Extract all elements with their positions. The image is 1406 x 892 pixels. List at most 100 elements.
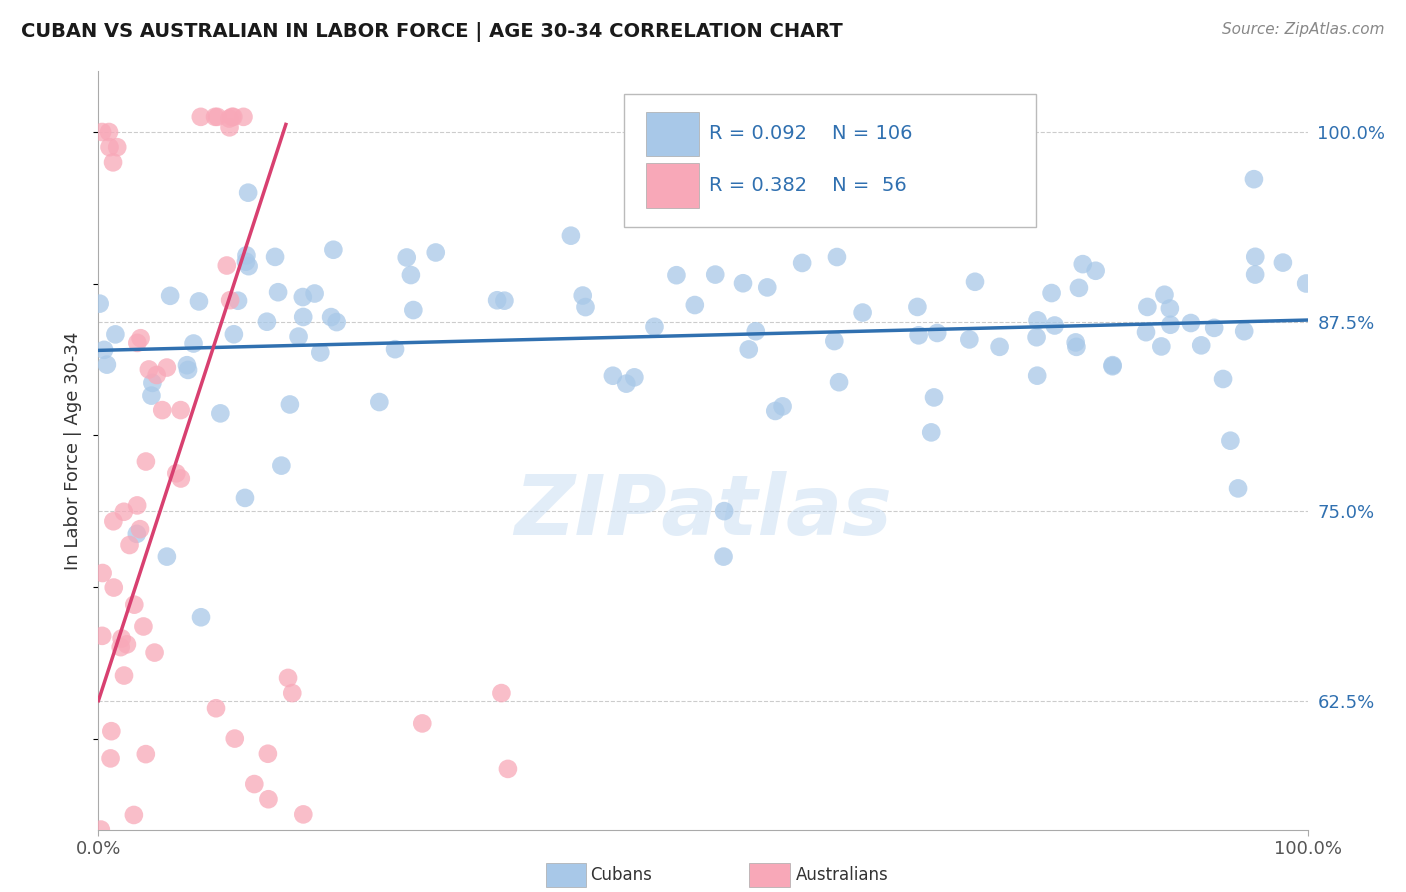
- Point: [98, 140, 121, 154]
- Point: [1271, 255, 1294, 269]
- Point: [713, 504, 735, 518]
- Point: [104, 327, 127, 342]
- Point: [281, 686, 304, 700]
- Point: [905, 300, 928, 314]
- Point: [256, 315, 278, 329]
- Point: [91, 566, 114, 580]
- Point: [190, 610, 212, 624]
- Point: [170, 403, 193, 417]
- Point: [1204, 321, 1226, 335]
- Point: [257, 747, 280, 761]
- Point: [1153, 287, 1175, 301]
- Point: [574, 300, 596, 314]
- Point: [823, 334, 845, 348]
- Point: [291, 290, 314, 304]
- Point: [1135, 325, 1157, 339]
- Point: [399, 268, 422, 282]
- Text: Source: ZipAtlas.com: Source: ZipAtlas.com: [1222, 22, 1385, 37]
- Point: [402, 303, 425, 318]
- Point: [257, 792, 280, 806]
- Point: [304, 286, 326, 301]
- Point: [1227, 482, 1250, 496]
- Point: [292, 310, 315, 324]
- Point: [491, 686, 513, 700]
- Point: [1219, 434, 1241, 448]
- Point: [238, 259, 260, 273]
- Point: [226, 293, 249, 308]
- Point: [957, 333, 980, 347]
- Point: [738, 343, 761, 357]
- Point: [1071, 257, 1094, 271]
- Point: [1243, 172, 1265, 186]
- Point: [267, 285, 290, 300]
- Point: [264, 250, 287, 264]
- Point: [560, 228, 582, 243]
- Point: [111, 632, 134, 646]
- Text: R = 0.382    N =  56: R = 0.382 N = 56: [709, 177, 907, 195]
- Point: [1244, 268, 1267, 282]
- Point: [1064, 335, 1087, 350]
- Point: [159, 289, 181, 303]
- Point: [224, 731, 246, 746]
- Point: [112, 505, 135, 519]
- Point: [384, 342, 406, 356]
- Point: [1136, 300, 1159, 314]
- Point: [135, 454, 157, 468]
- Point: [205, 701, 228, 715]
- Point: [683, 298, 706, 312]
- Point: [1244, 250, 1267, 264]
- FancyBboxPatch shape: [647, 163, 699, 208]
- Point: [103, 581, 125, 595]
- Point: [1150, 339, 1173, 353]
- Point: [132, 619, 155, 633]
- Point: [1043, 318, 1066, 333]
- Point: [89, 296, 111, 310]
- Point: [614, 376, 637, 391]
- Point: [425, 245, 447, 260]
- Point: [292, 807, 315, 822]
- Point: [235, 254, 257, 268]
- Point: [112, 668, 135, 682]
- Point: [243, 777, 266, 791]
- Point: [287, 329, 309, 343]
- Point: [801, 194, 824, 208]
- Point: [98, 125, 121, 139]
- Point: [129, 522, 152, 536]
- Point: [1101, 359, 1123, 374]
- Point: [222, 327, 245, 342]
- FancyBboxPatch shape: [647, 112, 699, 156]
- Point: [209, 406, 232, 420]
- Point: [188, 294, 211, 309]
- Point: [170, 471, 193, 485]
- Point: [278, 397, 301, 411]
- Point: [772, 400, 794, 414]
- Point: [138, 362, 160, 376]
- Point: [571, 288, 593, 302]
- Point: [176, 358, 198, 372]
- FancyBboxPatch shape: [624, 95, 1035, 227]
- Point: [221, 110, 243, 124]
- Point: [122, 808, 145, 822]
- Point: [1212, 372, 1234, 386]
- Point: [1066, 340, 1088, 354]
- Point: [713, 549, 735, 564]
- Point: [204, 110, 226, 124]
- Point: [1295, 277, 1317, 291]
- Point: [920, 425, 942, 440]
- Point: [325, 315, 347, 329]
- Point: [233, 491, 256, 505]
- Point: [129, 331, 152, 345]
- Point: [984, 209, 1007, 223]
- Point: [190, 110, 212, 124]
- Point: [127, 335, 149, 350]
- Point: [322, 243, 344, 257]
- Text: ZIPatlas: ZIPatlas: [515, 471, 891, 551]
- Point: [100, 751, 122, 765]
- Point: [486, 293, 509, 308]
- Point: [763, 404, 786, 418]
- Point: [1101, 358, 1123, 372]
- Point: [1180, 316, 1202, 330]
- Point: [731, 277, 754, 291]
- Point: [156, 360, 179, 375]
- Point: [125, 526, 148, 541]
